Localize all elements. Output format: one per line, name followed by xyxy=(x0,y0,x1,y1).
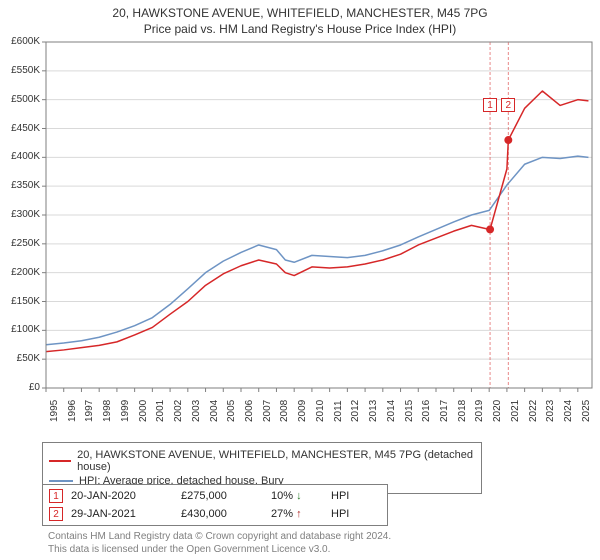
legend-swatch xyxy=(49,460,71,462)
x-tick-label: 2010 xyxy=(315,400,326,422)
transaction-marker-label: 2 xyxy=(501,98,515,112)
x-tick-label: 2024 xyxy=(563,400,574,422)
y-tick-label: £400K xyxy=(2,151,40,162)
x-tick-label: 1997 xyxy=(84,400,95,422)
x-tick-label: 2002 xyxy=(173,400,184,422)
x-tick-label: 2005 xyxy=(226,400,237,422)
transactions-table: 1 20-JAN-2020£275,00010% ↓ HPI 2 29-JAN-202… xyxy=(42,484,388,526)
x-tick-label: 2012 xyxy=(350,400,361,422)
x-tick-label: 2018 xyxy=(457,400,468,422)
legend-swatch xyxy=(49,480,73,482)
chart-svg xyxy=(0,36,600,436)
x-tick-label: 2025 xyxy=(581,400,592,422)
x-tick-label: 2017 xyxy=(439,400,450,422)
x-tick-label: 2014 xyxy=(386,400,397,422)
transaction-vs: HPI xyxy=(331,490,381,502)
title-block: 20, HAWKSTONE AVENUE, WHITEFIELD, MANCHE… xyxy=(0,0,600,36)
transaction-marker-label: 1 xyxy=(483,98,497,112)
y-tick-label: £600K xyxy=(2,36,40,47)
y-tick-label: £450K xyxy=(2,123,40,134)
y-tick-label: £0 xyxy=(2,382,40,393)
chart-subtitle: Price paid vs. HM Land Registry's House … xyxy=(0,22,600,36)
x-tick-label: 2013 xyxy=(368,400,379,422)
x-tick-label: 2000 xyxy=(138,400,149,422)
chart-area: £0 £50K £100K £150K £200K £250K £300K £350K £400… xyxy=(0,36,600,436)
attribution: Contains HM Land Registry data © Crown c… xyxy=(42,530,397,556)
y-tick-label: £300K xyxy=(2,209,40,220)
x-tick-label: 2001 xyxy=(155,400,166,422)
transaction-number: 2 xyxy=(49,507,63,521)
transaction-vs: HPI xyxy=(331,508,381,520)
transaction-price: £430,000 xyxy=(181,508,271,520)
transaction-date: 20-JAN-2020 xyxy=(71,490,181,502)
x-tick-label: 2019 xyxy=(474,400,485,422)
y-tick-label: £50K xyxy=(2,353,40,364)
x-tick-label: 2021 xyxy=(510,400,521,422)
legend-item: 20, HAWKSTONE AVENUE, WHITEFIELD, MANCHE… xyxy=(49,449,475,473)
x-tick-label: 2007 xyxy=(262,400,273,422)
y-tick-label: £100K xyxy=(2,324,40,335)
attribution-line1: Contains HM Land Registry data © Crown c… xyxy=(48,530,391,543)
y-tick-label: £500K xyxy=(2,94,40,105)
x-tick-label: 1996 xyxy=(67,400,78,422)
x-tick-label: 1998 xyxy=(102,400,113,422)
x-tick-label: 2003 xyxy=(191,400,202,422)
x-tick-label: 2015 xyxy=(404,400,415,422)
chart-container: 20, HAWKSTONE AVENUE, WHITEFIELD, MANCHE… xyxy=(0,0,600,560)
x-tick-label: 2009 xyxy=(297,400,308,422)
x-tick-label: 1999 xyxy=(120,400,131,422)
y-tick-label: £200K xyxy=(2,267,40,278)
transaction-pct: 27% ↑ xyxy=(271,508,331,520)
x-tick-label: 2008 xyxy=(279,400,290,422)
legend-label: 20, HAWKSTONE AVENUE, WHITEFIELD, MANCHE… xyxy=(77,449,475,473)
x-tick-label: 2016 xyxy=(421,400,432,422)
x-tick-label: 2020 xyxy=(492,400,503,422)
y-tick-label: £550K xyxy=(2,65,40,76)
x-tick-label: 2011 xyxy=(333,400,344,422)
x-tick-label: 1995 xyxy=(49,400,60,422)
transaction-pct: 10% ↓ xyxy=(271,490,331,502)
x-tick-label: 2023 xyxy=(545,400,556,422)
transaction-price: £275,000 xyxy=(181,490,271,502)
y-tick-label: £250K xyxy=(2,238,40,249)
transaction-number: 1 xyxy=(49,489,63,503)
x-tick-label: 2006 xyxy=(244,400,255,422)
attribution-line2: This data is licensed under the Open Gov… xyxy=(48,543,391,556)
x-tick-label: 2004 xyxy=(209,400,220,422)
x-tick-label: 2022 xyxy=(528,400,539,422)
y-tick-label: £350K xyxy=(2,180,40,191)
y-tick-label: £150K xyxy=(2,296,40,307)
chart-title: 20, HAWKSTONE AVENUE, WHITEFIELD, MANCHE… xyxy=(0,6,600,20)
transaction-date: 29-JAN-2021 xyxy=(71,508,181,520)
